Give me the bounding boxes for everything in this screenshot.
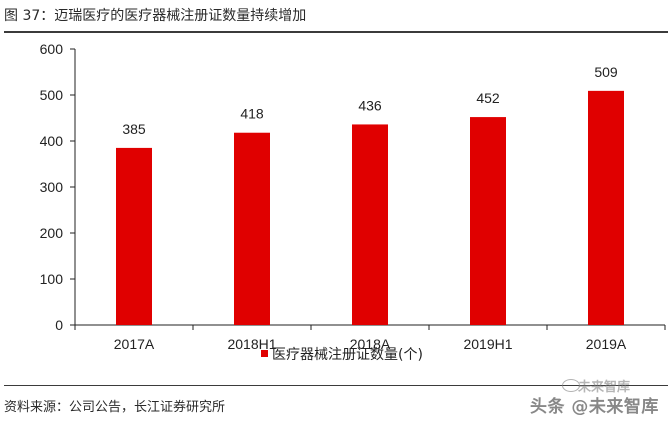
x-tick-label: 2019A (586, 336, 627, 352)
legend: 医疗器械注册证数量(个) (261, 347, 423, 363)
legend-label: 医疗器械注册证数量(个) (272, 347, 423, 363)
bar-labels: 385 418 436 452 509 (122, 64, 618, 137)
watermark-logo: 未来智库 (578, 380, 631, 395)
y-tick-label: 100 (40, 271, 64, 287)
chart-title: 图 37：迈瑞医疗的医疗器械注册证数量持续增加 (4, 5, 668, 33)
y-tick-label: 200 (40, 225, 64, 241)
bar-value-label: 385 (122, 121, 146, 137)
x-tick-label: 2019H1 (463, 336, 512, 352)
bar (588, 90, 624, 325)
watermark: 头条 @未来智库 (530, 397, 659, 417)
y-tick-label: 400 (40, 133, 64, 149)
bar (116, 147, 152, 325)
y-tick-label: 500 (40, 87, 64, 103)
bar (470, 117, 506, 325)
bar-value-label: 509 (594, 64, 618, 80)
bar-value-label: 418 (240, 106, 264, 122)
bar-value-label: 452 (476, 90, 500, 106)
x-tick-label: 2018A (350, 336, 391, 352)
y-axis: 0 100 200 300 400 500 600 (40, 41, 76, 333)
x-tick-label: 2018H1 (227, 336, 276, 352)
y-tick-label: 600 (40, 41, 64, 57)
wechat-icon (562, 379, 580, 392)
bar (352, 124, 388, 325)
x-tick-label: 2017A (114, 336, 155, 352)
y-tick-label: 300 (40, 179, 64, 195)
bar (234, 132, 270, 325)
x-axis: 2017A 2018H1 2018A 2019H1 2019A (74, 324, 666, 352)
legend-swatch (261, 350, 268, 357)
bar-chart: 0 100 200 300 400 500 600 2017A 2018H1 2018A 2019… (40, 41, 666, 363)
bottom-rule (4, 385, 668, 386)
source-note: 资料来源：公司公告，长江证券研究所 (4, 400, 226, 415)
y-tick-label: 0 (55, 317, 63, 333)
bar-value-label: 436 (358, 97, 382, 113)
bars (116, 90, 624, 325)
